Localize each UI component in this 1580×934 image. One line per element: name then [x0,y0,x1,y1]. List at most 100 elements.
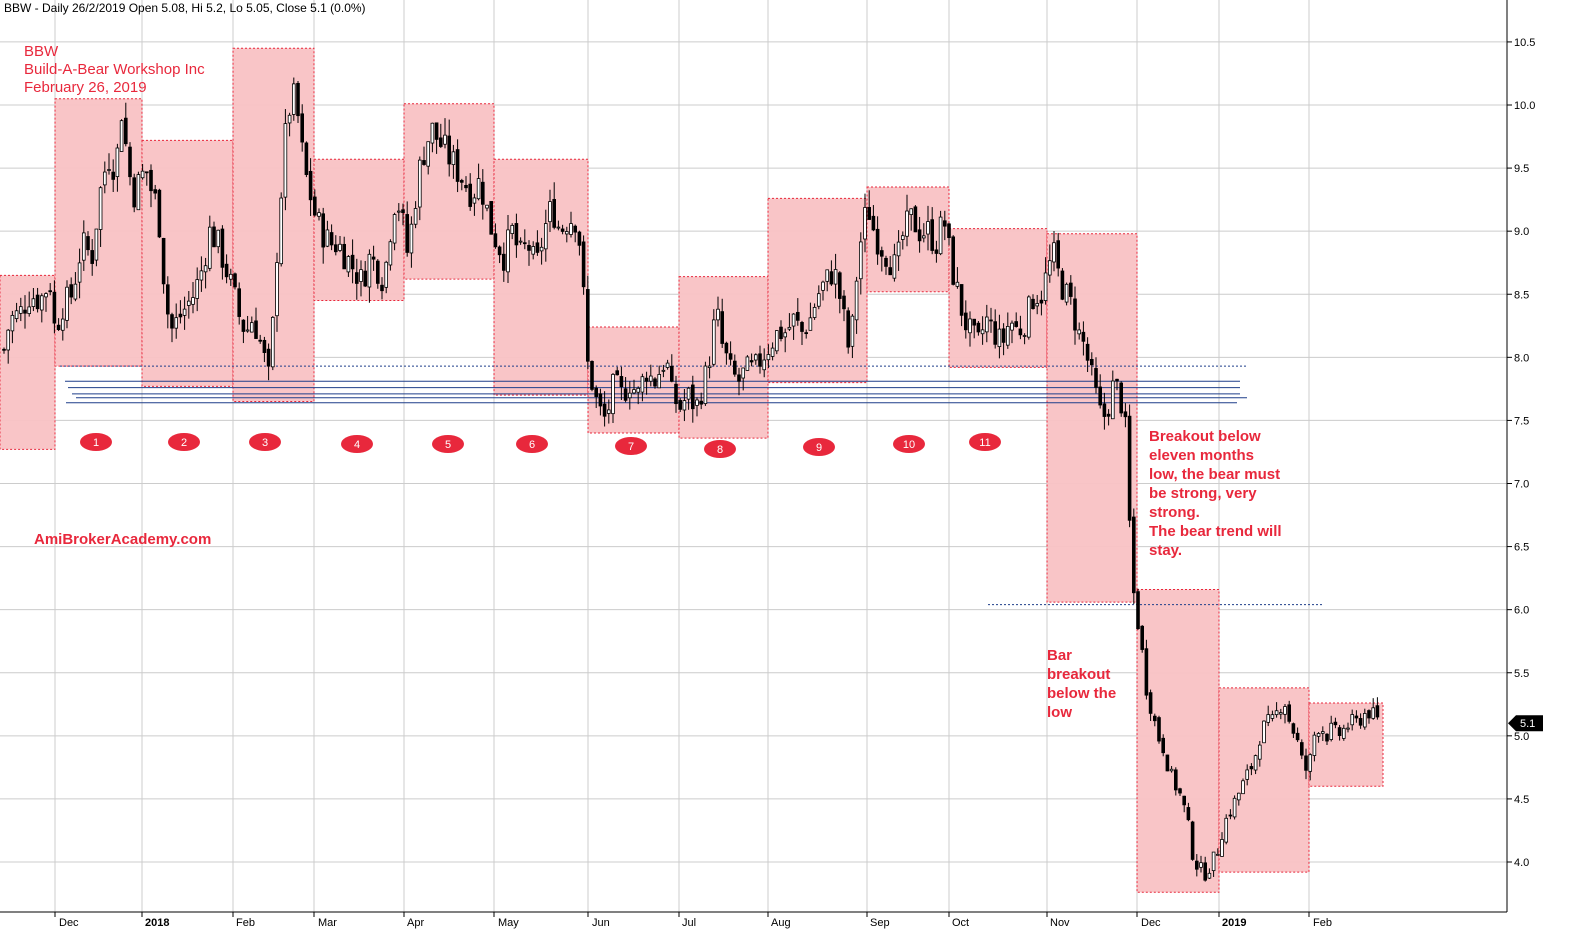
candle-body [1312,734,1317,756]
candle-body [472,197,477,204]
x-tick-label: Sep [870,917,890,929]
candle-body [447,135,451,165]
candle-body [1090,358,1094,366]
candle-body [2,348,6,351]
candle-body [1367,710,1371,719]
candle-body [203,265,208,273]
candle-body [964,312,968,331]
candle-body [926,221,930,235]
candle-body [401,209,405,213]
candle-body [1195,860,1199,870]
x-tick-label: Jul [682,917,696,929]
breakout-annotation-line: low, the bear must [1149,466,1281,483]
candle-body [867,207,871,220]
candle-body [443,134,447,145]
x-tick-label: Nov [1050,917,1070,929]
monthly-range-box [866,186,950,293]
candle-body [1027,296,1031,338]
candle-body [165,284,170,315]
candlesticks [2,77,1380,882]
candle-body [880,250,884,257]
candle-body [607,409,611,414]
candle-body [1186,807,1191,821]
candle-body [838,272,842,299]
candle-body [275,262,279,317]
bar-annotation-line: below the [1047,685,1117,702]
candle-body [527,244,531,251]
x-tick-label: Aug [771,917,791,929]
candle-body [186,300,191,306]
candle-body [65,286,69,321]
candle-body [380,284,384,292]
candle-body [417,159,422,208]
candle-body [111,171,116,180]
candle-body [296,82,300,117]
candle-body [733,360,737,375]
y-tick-label: 10.0 [1514,100,1535,112]
candle-body [1295,732,1300,741]
candle-body [611,373,615,415]
month-marker-label: 8 [717,444,723,456]
month-marker-label: 11 [979,437,990,449]
candle-body [590,360,594,390]
candle-body [544,223,548,250]
candle-body [1237,792,1241,801]
candle-body [1321,731,1325,734]
candle-body [703,365,708,405]
candle-body [1308,754,1313,772]
month-marker-label: 3 [262,437,268,449]
candle-body [817,293,821,307]
candle-body [409,223,414,254]
candle-body [556,226,561,229]
candle-body [653,378,657,387]
candle-body [1182,795,1187,806]
candle-body [619,376,624,387]
candle-body [73,283,78,300]
candle-body [82,232,86,261]
month-marker [80,433,112,451]
candle-body [905,210,909,237]
candle-body [245,329,250,332]
candle-body [10,314,15,332]
candle-body [359,269,363,282]
candle-body [859,241,863,280]
candle-body [468,183,472,207]
candle-body [1077,329,1082,335]
candle-body [1304,755,1308,771]
candle-body [573,225,577,233]
candle-body [371,256,376,260]
candle-body [812,307,817,318]
candle-body [1203,862,1208,881]
candle-body [636,387,640,393]
candle-body [917,229,922,242]
candle-body [86,236,90,251]
candle-body [980,329,985,335]
candle-body [1325,733,1329,742]
candle-body [199,270,204,281]
candle-body [535,242,540,253]
candle-body [943,220,947,227]
bar-breakout-annotation: Bar breakout below the low [1047,646,1116,722]
candle-body [1329,722,1334,740]
candle-body [678,400,682,410]
candle-body [1136,591,1140,630]
candle-body [1371,707,1376,719]
x-tick-label: Feb [236,917,255,929]
candle-body [947,223,951,239]
month-marker [168,433,200,451]
candle-body [930,219,934,251]
candle-body [1052,242,1056,263]
candle-body [1014,321,1018,327]
candle-body [922,235,926,239]
y-tick-label: 5.0 [1514,731,1529,743]
candle-body [968,318,972,334]
monthly-range-box [1218,687,1310,873]
candle-body [228,273,233,280]
candle-body [149,169,153,192]
candle-body [375,260,380,284]
x-tick-label: Oct [952,917,969,929]
candle-body [1316,733,1321,737]
month-marker-label: 2 [181,437,187,449]
candle-body [304,142,309,175]
month-marker [969,433,1001,451]
